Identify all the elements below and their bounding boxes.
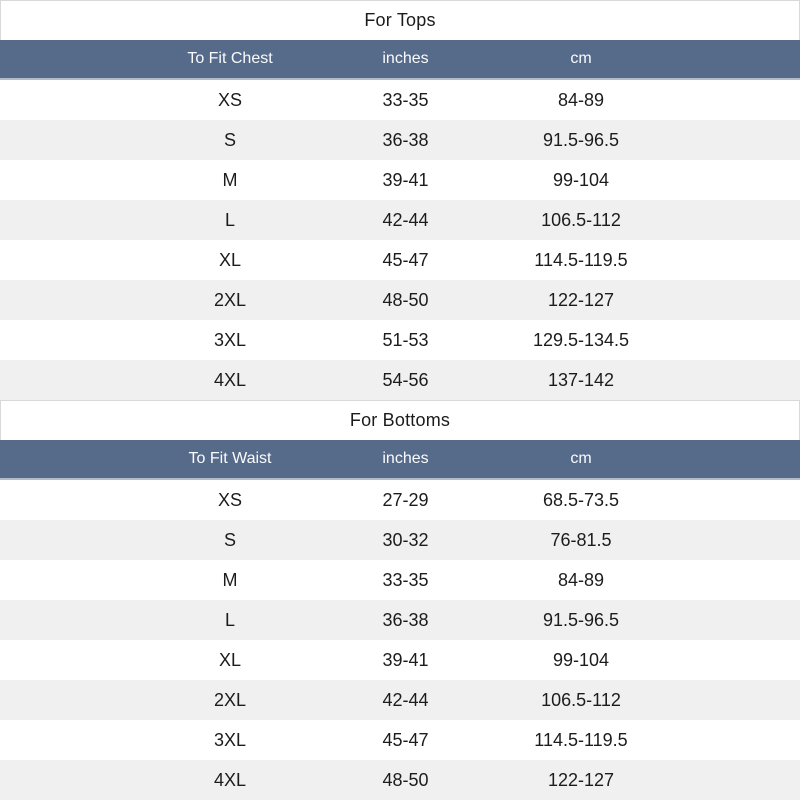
- inches-cell: 33-35: [382, 569, 429, 590]
- size-cell: XL: [218, 649, 242, 670]
- column-header-inches: inches: [382, 450, 429, 467]
- cm-cell: 114.5-119.5: [534, 729, 628, 750]
- size-cell: L: [224, 609, 235, 630]
- size-cell: 3XL: [213, 329, 247, 350]
- table-row: S 30-32 76-81.5: [0, 520, 800, 560]
- table-row: 4XL 48-50 122-127: [0, 760, 800, 800]
- table-row: 3XL 45-47 114.5-119.5: [0, 720, 800, 760]
- table-row: XL 39-41 99-104: [0, 640, 800, 680]
- cm-cell: 129.5-134.5: [532, 329, 630, 350]
- table-row: M 39-41 99-104: [0, 160, 800, 200]
- tops-header-row: To Fit Chest inches cm: [0, 40, 800, 80]
- cm-cell: 106.5-112: [541, 689, 621, 710]
- bottoms-header-row: To Fit Waist inches cm: [0, 440, 800, 480]
- bottoms-rows: XS 27-29 68.5-73.5 S 30-32 76-81.5 M 33-…: [0, 480, 800, 800]
- cm-cell: 99-104: [552, 649, 610, 670]
- tops-size-table: For Tops To Fit Chest inches cm XS 33-35…: [0, 0, 800, 400]
- inches-cell: 39-41: [382, 169, 429, 190]
- inches-cell: 39-41: [382, 649, 429, 670]
- column-header-inches: inches: [382, 50, 429, 67]
- size-cell: 3XL: [213, 729, 247, 750]
- column-header-cm: cm: [570, 450, 592, 467]
- size-cell: M: [222, 169, 238, 190]
- table-row: S 36-38 91.5-96.5: [0, 120, 800, 160]
- cm-cell: 68.5-73.5: [542, 489, 620, 510]
- cm-cell: 84-89: [557, 569, 605, 590]
- size-cell: S: [223, 129, 236, 150]
- cm-cell: 114.5-119.5: [534, 249, 628, 270]
- inches-cell: 36-38: [382, 609, 429, 630]
- tops-table-title: For Tops: [0, 0, 800, 40]
- inches-cell: 42-44: [382, 209, 429, 230]
- table-row: XS 27-29 68.5-73.5: [0, 480, 800, 520]
- inches-cell: 45-47: [382, 729, 429, 750]
- size-cell: 4XL: [213, 369, 247, 390]
- cm-cell: 99-104: [552, 169, 610, 190]
- column-header-to-fit-waist: To Fit Waist: [188, 450, 272, 467]
- inches-cell: 54-56: [382, 369, 429, 390]
- tops-rows: XS 33-35 84-89 S 36-38 91.5-96.5 M 39-41…: [0, 80, 800, 400]
- inches-cell: 48-50: [382, 769, 429, 790]
- cm-cell: 84-89: [557, 89, 605, 110]
- size-cell: 2XL: [213, 289, 247, 310]
- inches-cell: 48-50: [382, 289, 429, 310]
- bottoms-table-title: For Bottoms: [0, 400, 800, 440]
- inches-cell: 27-29: [382, 489, 429, 510]
- bottoms-size-table: For Bottoms To Fit Waist inches cm XS 27…: [0, 400, 800, 800]
- table-row: L 42-44 106.5-112: [0, 200, 800, 240]
- table-row: L 36-38 91.5-96.5: [0, 600, 800, 640]
- inches-cell: 36-38: [382, 129, 429, 150]
- inches-cell: 42-44: [382, 689, 429, 710]
- table-row: 4XL 54-56 137-142: [0, 360, 800, 400]
- table-row: XL 45-47 114.5-119.5: [0, 240, 800, 280]
- table-row: 2XL 48-50 122-127: [0, 280, 800, 320]
- size-cell: XS: [217, 89, 242, 110]
- cm-cell: 76-81.5: [550, 529, 612, 550]
- cm-cell: 106.5-112: [541, 209, 621, 230]
- size-cell: S: [223, 529, 236, 550]
- cm-cell: 137-142: [547, 369, 615, 390]
- cm-cell: 91.5-96.5: [542, 129, 620, 150]
- inches-cell: 51-53: [382, 329, 429, 350]
- table-row: XS 33-35 84-89: [0, 80, 800, 120]
- inches-cell: 30-32: [382, 529, 429, 550]
- cm-cell: 122-127: [547, 289, 615, 310]
- cm-cell: 122-127: [547, 769, 615, 790]
- size-cell: 4XL: [213, 769, 247, 790]
- size-cell: M: [222, 569, 238, 590]
- column-header-cm: cm: [570, 50, 592, 67]
- table-row: 2XL 42-44 106.5-112: [0, 680, 800, 720]
- size-cell: XL: [218, 249, 242, 270]
- table-row: M 33-35 84-89: [0, 560, 800, 600]
- size-cell: L: [224, 209, 235, 230]
- cm-cell: 91.5-96.5: [542, 609, 620, 630]
- size-cell: 2XL: [213, 689, 247, 710]
- size-cell: XS: [217, 489, 242, 510]
- inches-cell: 33-35: [382, 89, 429, 110]
- inches-cell: 45-47: [382, 249, 429, 270]
- table-row: 3XL 51-53 129.5-134.5: [0, 320, 800, 360]
- column-header-to-fit-chest: To Fit Chest: [187, 50, 273, 67]
